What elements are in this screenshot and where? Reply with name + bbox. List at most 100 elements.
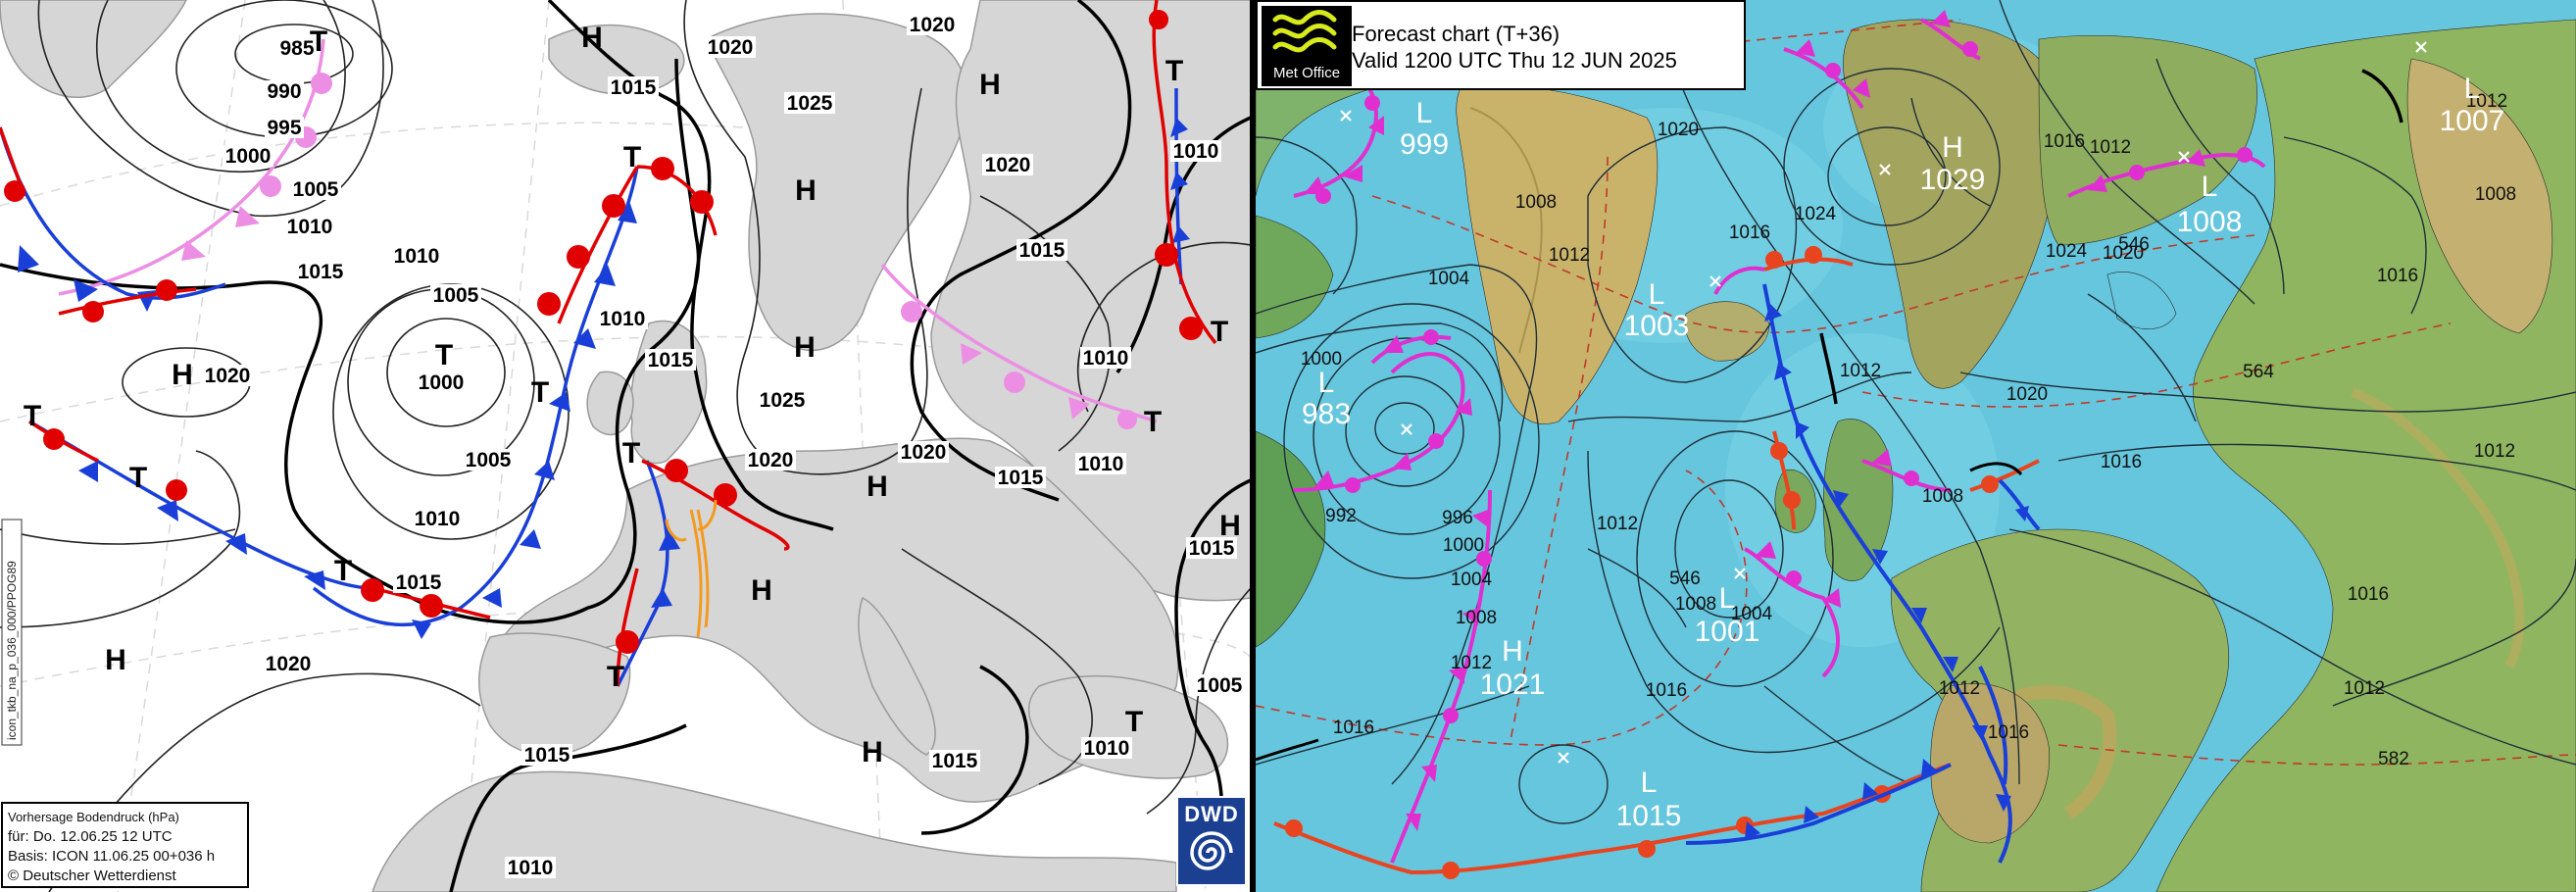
high-pressure-marker: H [1219,510,1241,542]
dwd-info-line: für: Do. 12.06.25 12 UTC [8,828,173,845]
isobar-label: 1020 [901,441,947,464]
mo-center-markers [1340,41,2427,764]
high-pressure-marker: H [867,471,888,503]
dwd-info-line: Vorhersage Bodendruck (hPa) [8,810,179,824]
isobar-label: 1004 [1428,269,1470,289]
center-pressure-value: 1021 [1480,669,1546,701]
metoffice-wave-icon [1272,10,1337,53]
isobar-label: 1000 [1443,535,1484,556]
low-pressure-marker: T [334,555,352,587]
center-pressure-value: 999 [1400,128,1449,161]
low-pressure-marker: T [129,462,147,494]
center-pressure-value: 983 [1302,398,1351,430]
high-center-letter: H [1502,635,1523,668]
isobar-label: 1012 [1840,361,1881,381]
high-pressure-marker: H [979,69,1001,101]
low-center-letter: L [2202,171,2218,203]
isobar-label: 1012 [1597,514,1638,534]
dwd-swirl-icon [1190,831,1233,870]
isobar-label: 1012 [1451,653,1492,673]
dwd-info-line: © Deutscher Wetterdienst [8,867,176,884]
thickness-label: 582 [2378,749,2409,769]
isobar-label: 1004 [1731,604,1773,624]
forecast-valid-time: Valid 1200 UTC Thu 12 JUN 2025 [1352,48,1677,73]
isobar-label: 1020 [1658,120,1699,140]
high-pressure-marker: H [581,22,603,54]
isobar-label: 1010 [287,216,333,238]
low-pressure-marker: T [24,400,41,432]
isobar-label: 1005 [466,449,512,471]
isobar-label: 1015 [1019,239,1065,262]
high-pressure-marker: H [795,174,817,207]
isobar-label: 1025 [787,92,833,115]
mo-fronts [1273,10,2266,879]
dwd-isobar-labels: 9859909951000100510101015101010051000100… [202,14,1245,879]
isobar-label: 1010 [1078,453,1124,475]
isobar-label: 1010 [600,308,646,330]
low-center-letter: L [1649,278,1665,311]
low-center-letter: L [1719,582,1736,615]
isobar-label: 1015 [932,750,978,772]
high-pressure-marker: H [794,331,816,364]
isobar-label: 1005 [293,178,339,201]
isobar-label: 1020 [985,154,1031,176]
thickness-label: 546 [1669,569,1701,589]
dwd-side-label: icon_tkb_na_p_036_000/PPOG89 [1,519,23,746]
center-pressure-value: 1007 [2440,105,2505,137]
isobar-label: 1016 [1333,718,1374,738]
high-pressure-marker: H [751,574,772,607]
panel-divider [1250,0,1256,892]
low-center-letter: L [1416,97,1433,129]
isobar-label: 1024 [1795,204,1837,224]
isobar-label: 1008 [1515,192,1557,213]
isobar-label: 1012 [1549,245,1590,266]
isobar-label: 1012 [2474,441,2515,462]
dwd-logo-text: DWD [1184,802,1239,826]
isobar-label: 1012 [2466,91,2507,112]
isobar-label: 1016 [2377,266,2418,286]
isobar-label: 995 [267,117,301,139]
isobar-label: 1020 [910,14,956,36]
isobar-label: 1000 [1301,349,1342,370]
dwd-logo: DWD [1176,796,1247,886]
isobar-label: 1015 [648,349,694,372]
low-center-letter: L [2464,73,2481,105]
center-pressure-value: 1008 [2177,206,2243,238]
low-pressure-marker: T [1144,406,1162,438]
isobar-label: 1005 [1197,674,1243,697]
high-pressure-marker: H [105,644,126,676]
isobar-label: 1010 [394,245,440,268]
low-pressure-marker: T [1125,706,1143,738]
isobar-label: 1010 [508,857,554,879]
isobar-label: 1010 [1173,140,1219,163]
dwd-pressure-chart: 9859909951000100510101015101010051000100… [0,0,1251,892]
thickness-label: 564 [2243,362,2274,382]
low-pressure-marker: T [435,339,453,372]
dwd-pressure-centers: T T T T T T T T T T T T T H H H H H H H H H H [24,22,1241,768]
isobar-label: 1012 [2090,137,2131,158]
mo-land [1256,0,2576,892]
isobar-label: 1008 [1456,608,1497,628]
isobar-label: 985 [279,37,314,60]
isobar-label: 1000 [225,145,272,168]
isobar-label: 1016 [2348,584,2389,605]
isobar-label: 1012 [1939,678,1980,699]
isobar-label: 992 [1325,506,1357,526]
isobar-label: 1016 [2044,131,2085,152]
isobar-label: 1020 [2006,384,2048,405]
isobar-label: 1020 [2103,243,2144,264]
low-center-letter: L [1641,767,1658,799]
low-pressure-marker: T [310,25,327,58]
low-pressure-marker: T [531,376,549,409]
isobar-label: 1015 [998,467,1044,489]
forecast-title: Forecast chart (T+36) [1352,22,1560,46]
high-pressure-marker: H [862,736,883,768]
low-pressure-marker: T [607,661,624,693]
isobar-label: 1000 [419,372,465,394]
isobar-label: 1016 [1646,680,1687,701]
low-pressure-marker: T [1211,316,1228,348]
isobar-label: 1015 [396,571,442,594]
